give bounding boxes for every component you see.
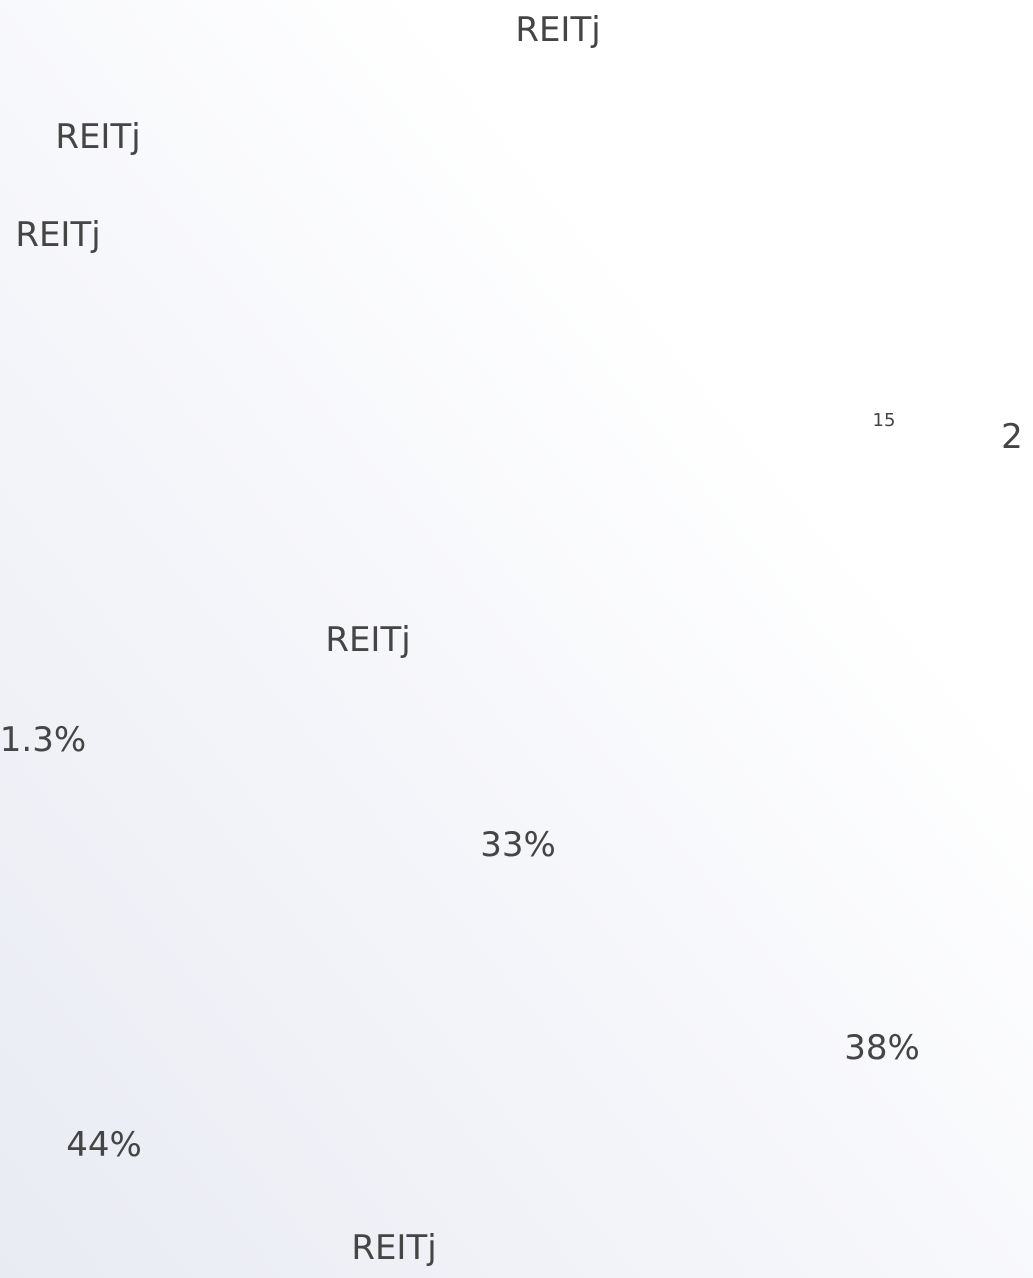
label: 15 — [872, 410, 896, 431]
label: REITj — [325, 620, 411, 660]
label: REITj — [515, 10, 601, 50]
label: REITj — [55, 117, 141, 157]
label: REITj — [351, 1228, 437, 1268]
label: 2 — [1001, 417, 1023, 457]
label: REITj — [15, 215, 101, 255]
label: 33% — [480, 825, 556, 865]
label: 44% — [66, 1125, 142, 1165]
label: 38% — [844, 1028, 920, 1068]
label: 1.3% — [0, 720, 87, 760]
